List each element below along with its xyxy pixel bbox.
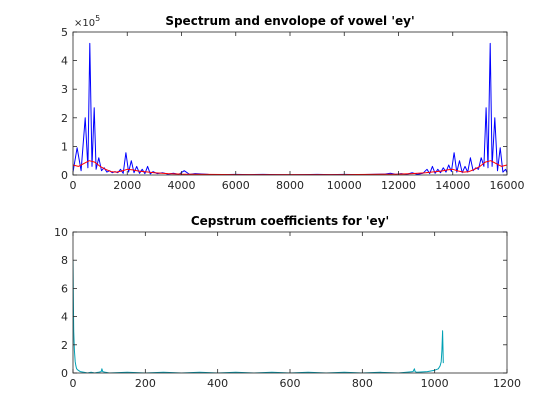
spectrum-x-tick-label: 6000 bbox=[222, 179, 250, 192]
spectrum-y-exponent: ×105 bbox=[74, 14, 100, 29]
y-exponent-power: 5 bbox=[95, 14, 100, 23]
spectrum-x-tick-label: 16000 bbox=[490, 179, 525, 192]
spectrum-axes: Spectrum and envolope of vowel 'ey' 0 200… bbox=[61, 14, 525, 192]
spectrum-x-tick-label: 4000 bbox=[168, 179, 196, 192]
spectrum-title: Spectrum and envolope of vowel 'ey' bbox=[165, 14, 414, 28]
spectrum-y-ticks: 0 1 2 3 4 5 bbox=[61, 26, 507, 182]
spectrum-x-tick-label: 12000 bbox=[381, 179, 416, 192]
cepstrum-y-tick-label: 10 bbox=[54, 226, 68, 239]
cepstrum-x-tick-label: 200 bbox=[135, 377, 156, 390]
cepstrum-y-ticks: 0 2 4 6 8 10 bbox=[54, 226, 507, 380]
spectrum-x-tick-label: 0 bbox=[70, 179, 77, 192]
cepstrum-x-tick-label: 600 bbox=[280, 377, 301, 390]
y-exponent-base: ×10 bbox=[74, 18, 95, 29]
spectrum-y-tick-label: 0 bbox=[61, 169, 68, 182]
spectrum-y-tick-label: 4 bbox=[61, 55, 68, 68]
spectrum-x-tick-label: 8000 bbox=[276, 179, 304, 192]
cepstrum-x-tick-label: 0 bbox=[70, 377, 77, 390]
cepstrum-axes: Cepstrum coefficients for 'ey' 0 200 400 60… bbox=[54, 214, 521, 390]
cepstrum-y-tick-label: 0 bbox=[61, 367, 68, 380]
cepstrum-x-tick-label: 1200 bbox=[493, 377, 521, 390]
cepstrum-x-tick-label: 1000 bbox=[421, 377, 449, 390]
spectrum-x-tick-label: 14000 bbox=[435, 179, 470, 192]
cepstrum-x-tick-label: 400 bbox=[207, 377, 228, 390]
spectrum-x-tick-label: 2000 bbox=[113, 179, 141, 192]
spectrum-y-tick-label: 3 bbox=[61, 83, 68, 96]
cepstrum-y-tick-label: 8 bbox=[61, 254, 68, 267]
cepstrum-title: Cepstrum coefficients for 'ey' bbox=[191, 214, 389, 228]
spectrum-x-tick-label: 10000 bbox=[327, 179, 362, 192]
cepstrum-x-tick-label: 800 bbox=[352, 377, 373, 390]
spectrum-x-ticks: 0 2000 4000 6000 8000 10000 12000 14000 16000 bbox=[70, 32, 525, 192]
cepstrum-y-tick-label: 4 bbox=[61, 311, 68, 324]
spectrum-y-tick-label: 2 bbox=[61, 112, 68, 125]
cepstrum-y-tick-label: 2 bbox=[61, 339, 68, 352]
spectrum-y-tick-label: 1 bbox=[61, 140, 68, 153]
cepstrum-y-tick-label: 6 bbox=[61, 282, 68, 295]
cepstrum-x-ticks: 0 200 400 600 800 1000 1200 bbox=[70, 232, 521, 390]
spectrum-y-tick-label: 5 bbox=[61, 26, 68, 39]
